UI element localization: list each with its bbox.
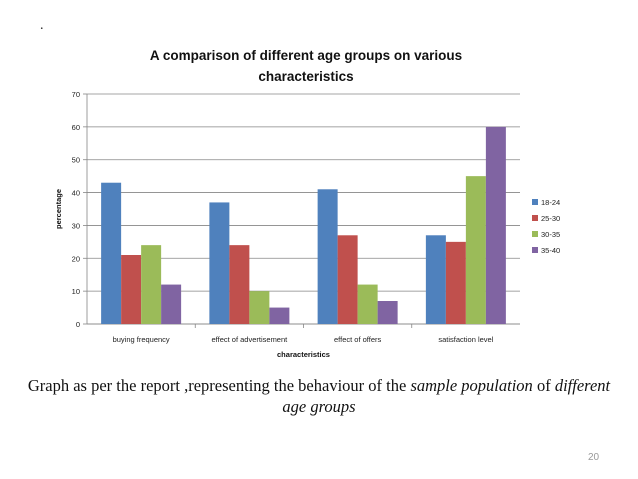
bar-35-40: [161, 284, 182, 324]
y-tick-label: 10: [72, 287, 80, 296]
bar-25-30: [445, 241, 466, 324]
legend-label: 25-30: [541, 214, 560, 223]
bar-18-24: [209, 202, 230, 324]
legend-swatch-25-30: [532, 215, 538, 221]
caption-text-2: of: [532, 376, 555, 395]
y-tick-label: 50: [72, 156, 80, 165]
bar-35-40: [377, 301, 398, 324]
bar-18-24: [317, 189, 338, 324]
y-tick-label: 20: [72, 254, 80, 263]
bar-35-40: [269, 307, 290, 324]
legend-label: 35-40: [541, 246, 560, 255]
y-tick-label: 40: [72, 189, 80, 198]
chart-title-line2: characteristics: [258, 69, 354, 84]
bar-35-40: [485, 126, 506, 324]
slide-mark: .: [40, 18, 44, 33]
y-tick-label: 0: [76, 320, 80, 329]
bar-30-35: [249, 291, 270, 324]
bar-30-35: [141, 245, 162, 324]
bar-25-30: [229, 245, 250, 324]
y-tick-label: 70: [72, 90, 80, 99]
bar-18-24: [425, 235, 446, 324]
bar-25-30: [121, 255, 142, 324]
page-number: 20: [588, 452, 600, 463]
x-axis-title: characteristics: [277, 350, 330, 359]
caption-text-1: Graph as per the report ,representing th…: [27, 376, 411, 395]
legend-label: 30-35: [541, 230, 560, 239]
bar-18-24: [101, 182, 122, 324]
x-tick-label: buying frequency: [113, 335, 170, 344]
caption-emphasis-1: sample population: [410, 376, 533, 395]
chart-title-line1: A comparison of different age groups on …: [149, 48, 463, 63]
bar-30-35: [357, 284, 378, 324]
y-tick-label: 60: [72, 123, 80, 132]
caption-emphasis-2: different age groups: [282, 376, 611, 416]
y-axis-title: percentage: [54, 189, 63, 229]
slide-caption: Graph as per the report ,representing th…: [20, 375, 618, 417]
x-tick-label: satisfaction level: [438, 335, 493, 344]
x-tick-label: effect of advertisement: [212, 335, 289, 344]
bar-30-35: [465, 176, 486, 324]
legend-swatch-30-35: [532, 231, 538, 237]
chart-title: A comparison of different age groups on …: [120, 45, 492, 87]
y-tick-label: 30: [72, 221, 80, 230]
legend-label: 18-24: [541, 198, 560, 207]
legend-swatch-35-40: [532, 247, 538, 253]
legend-swatch-18-24: [532, 199, 538, 205]
bar-25-30: [337, 235, 358, 324]
x-tick-label: effect of offers: [334, 335, 382, 344]
